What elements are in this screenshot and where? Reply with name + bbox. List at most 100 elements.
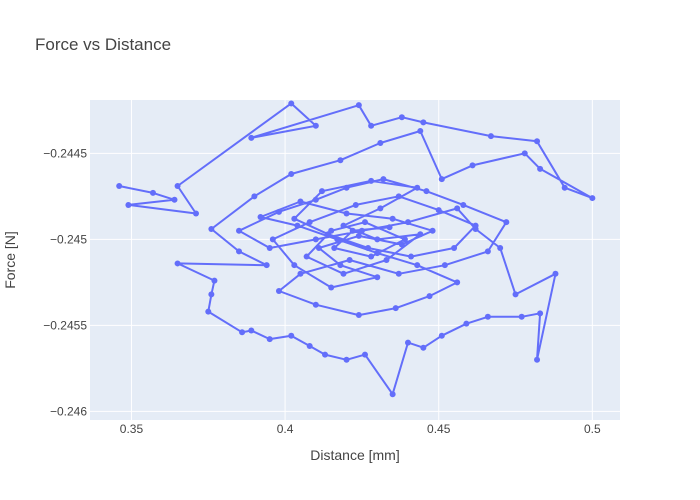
data-point — [343, 184, 350, 191]
data-point — [389, 391, 396, 398]
data-point — [294, 222, 301, 229]
data-point — [312, 236, 319, 243]
data-point — [322, 351, 329, 358]
data-point — [537, 310, 544, 317]
data-point — [312, 301, 319, 308]
data-point — [208, 291, 215, 298]
data-point — [340, 222, 347, 229]
data-point — [398, 114, 405, 121]
data-point — [125, 201, 132, 208]
data-point — [328, 284, 335, 291]
data-point — [463, 320, 470, 327]
data-point — [340, 270, 347, 277]
data-point — [288, 170, 295, 177]
data-point — [420, 344, 427, 351]
data-point — [521, 150, 528, 157]
data-point — [398, 241, 405, 248]
data-point — [349, 227, 356, 234]
data-point — [297, 270, 304, 277]
data-point — [334, 236, 341, 243]
data-point — [236, 227, 243, 234]
data-point — [487, 133, 494, 140]
data-point — [426, 293, 433, 300]
data-point — [248, 327, 255, 334]
data-point — [377, 205, 384, 212]
data-point — [460, 201, 467, 208]
series-line — [118, 102, 594, 396]
x-tick-label: 0.35 — [120, 422, 144, 436]
data-point — [266, 244, 273, 251]
data-point — [408, 253, 415, 260]
data-point — [438, 176, 445, 183]
y-tick-label: −0.246 — [50, 404, 87, 418]
data-point — [355, 232, 362, 239]
data-point — [368, 253, 375, 260]
data-point — [236, 248, 243, 255]
grid — [90, 100, 620, 420]
y-tick-label: −0.245 — [50, 232, 87, 246]
data-point — [208, 226, 215, 233]
series — [116, 100, 596, 398]
data-point — [383, 257, 390, 263]
y-tick-label: −0.2455 — [43, 318, 87, 332]
data-point — [497, 244, 504, 251]
data-point — [365, 244, 372, 251]
y-axis-label: Force [N] — [2, 231, 18, 289]
data-point — [291, 262, 298, 269]
data-point — [355, 312, 362, 319]
data-point — [420, 119, 427, 126]
data-point — [171, 196, 178, 203]
data-point — [174, 183, 181, 190]
data-point — [451, 244, 458, 251]
x-tick-label: 0.5 — [584, 422, 601, 436]
data-point — [454, 279, 461, 286]
data-point — [417, 127, 424, 134]
data-point — [392, 305, 399, 312]
data-point — [435, 207, 442, 214]
data-point — [346, 257, 353, 263]
data-point — [193, 210, 199, 217]
data-point — [401, 236, 408, 243]
data-point — [291, 215, 298, 222]
data-point — [343, 210, 350, 217]
data-point — [355, 102, 362, 109]
data-point — [288, 332, 295, 339]
chart-title: Force vs Distance — [35, 35, 171, 54]
x-tick-label: 0.4 — [277, 422, 294, 436]
data-point — [469, 162, 476, 169]
data-point — [518, 313, 525, 320]
data-point — [297, 198, 304, 205]
data-point — [328, 227, 335, 234]
data-point — [454, 205, 461, 212]
data-point — [414, 262, 421, 269]
data-point — [417, 231, 424, 238]
data-point — [306, 219, 313, 226]
data-point — [561, 184, 568, 191]
data-point — [386, 224, 393, 231]
data-point — [503, 219, 510, 226]
data-point — [337, 157, 344, 164]
data-point — [211, 277, 218, 284]
data-point — [377, 140, 384, 147]
data-point — [429, 227, 436, 234]
data-point — [257, 213, 264, 220]
data-point — [484, 248, 491, 255]
data-point — [361, 219, 368, 226]
data-point — [266, 336, 273, 343]
x-tick-label: 0.45 — [427, 422, 451, 436]
data-point — [534, 138, 541, 145]
data-point — [315, 244, 322, 251]
data-point — [288, 100, 295, 107]
data-point — [352, 201, 359, 208]
y-tick-label: −0.2445 — [43, 146, 87, 160]
data-point — [374, 274, 381, 281]
data-point — [331, 244, 338, 251]
data-point — [248, 134, 255, 141]
data-point — [537, 165, 544, 172]
data-point — [312, 196, 319, 203]
data-point — [438, 332, 445, 339]
data-point — [589, 195, 596, 202]
data-point — [441, 262, 448, 269]
data-point — [552, 270, 559, 277]
